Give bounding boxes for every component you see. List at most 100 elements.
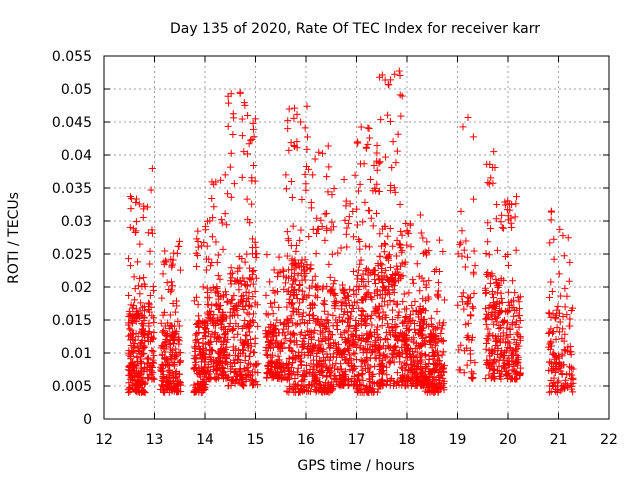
- x-tick-label: 16: [297, 432, 315, 448]
- data-point: [365, 125, 373, 133]
- data-point: [148, 347, 156, 355]
- data-point: [293, 138, 301, 146]
- data-point: [299, 309, 307, 317]
- data-point: [199, 283, 207, 291]
- data-point: [378, 294, 386, 302]
- data-point: [285, 146, 293, 154]
- data-point: [340, 328, 348, 336]
- data-point: [167, 255, 175, 263]
- x-tick-label: 17: [348, 432, 366, 448]
- data-point: [386, 376, 394, 384]
- data-point: [223, 298, 231, 306]
- data-point: [490, 356, 498, 364]
- data-point: [170, 362, 178, 370]
- data-point: [240, 305, 248, 313]
- data-point: [341, 356, 349, 364]
- data-point: [141, 389, 149, 397]
- data-point: [328, 286, 336, 294]
- data-point: [354, 335, 362, 343]
- data-point: [403, 360, 411, 368]
- data-point: [248, 200, 256, 208]
- data-point: [435, 236, 443, 244]
- data-point: [464, 332, 472, 340]
- data-point: [353, 205, 361, 213]
- data-point: [382, 266, 390, 274]
- data-point: [503, 371, 511, 379]
- data-point: [569, 379, 577, 387]
- data-point: [133, 352, 141, 360]
- data-point: [381, 354, 389, 362]
- data-point: [190, 343, 198, 351]
- data-point: [307, 336, 315, 344]
- data-point: [552, 315, 560, 323]
- data-point: [303, 102, 311, 110]
- data-point: [161, 247, 169, 255]
- data-point: [254, 322, 262, 330]
- data-point: [236, 358, 244, 366]
- data-point: [176, 357, 184, 365]
- data-point: [390, 289, 398, 297]
- data-point: [300, 291, 308, 299]
- data-point: [376, 349, 384, 357]
- data-point: [493, 313, 501, 321]
- data-point: [318, 149, 326, 157]
- data-point: [228, 326, 236, 334]
- data-point: [283, 376, 291, 384]
- data-point: [508, 201, 516, 209]
- data-point: [417, 309, 425, 317]
- data-point: [380, 298, 388, 306]
- data-point: [303, 327, 311, 335]
- data-point: [136, 357, 144, 365]
- data-point: [439, 319, 447, 327]
- data-point: [394, 265, 402, 273]
- data-point: [149, 347, 157, 355]
- data-point: [320, 320, 328, 328]
- data-point: [131, 344, 139, 352]
- data-point: [134, 333, 142, 341]
- data-point: [364, 334, 372, 342]
- data-point: [138, 282, 146, 290]
- data-point: [504, 308, 512, 316]
- data-point: [326, 273, 334, 281]
- data-point: [390, 184, 398, 192]
- data-point: [469, 133, 477, 141]
- data-point: [459, 123, 467, 131]
- data-point: [411, 368, 419, 376]
- data-point: [464, 114, 472, 122]
- data-point: [408, 336, 416, 344]
- data-point: [566, 315, 574, 323]
- data-point: [150, 329, 158, 337]
- data-point: [563, 311, 571, 319]
- data-point: [212, 300, 220, 308]
- data-point: [161, 348, 169, 356]
- data-point: [197, 373, 205, 381]
- data-point: [263, 351, 271, 359]
- data-point: [250, 161, 258, 169]
- data-point: [243, 332, 251, 340]
- data-point: [346, 285, 354, 293]
- data-point: [502, 347, 510, 355]
- data-point: [436, 366, 444, 374]
- data-point: [382, 335, 390, 343]
- data-point: [417, 322, 425, 330]
- data-point: [394, 314, 402, 322]
- data-point: [131, 385, 139, 393]
- data-point: [278, 343, 286, 351]
- data-point: [220, 375, 228, 383]
- data-point: [146, 260, 154, 268]
- data-point: [328, 191, 336, 199]
- data-point: [231, 367, 239, 375]
- data-point: [338, 281, 346, 289]
- data-point: [296, 330, 304, 338]
- data-point: [460, 369, 468, 377]
- data-point: [279, 329, 287, 337]
- data-point: [262, 291, 270, 299]
- data-point: [492, 276, 500, 284]
- data-point: [433, 347, 441, 355]
- data-point: [401, 336, 409, 344]
- data-point: [301, 276, 309, 284]
- data-point: [511, 213, 519, 221]
- data-point: [322, 336, 330, 344]
- data-point: [342, 197, 350, 205]
- data-point: [566, 258, 574, 266]
